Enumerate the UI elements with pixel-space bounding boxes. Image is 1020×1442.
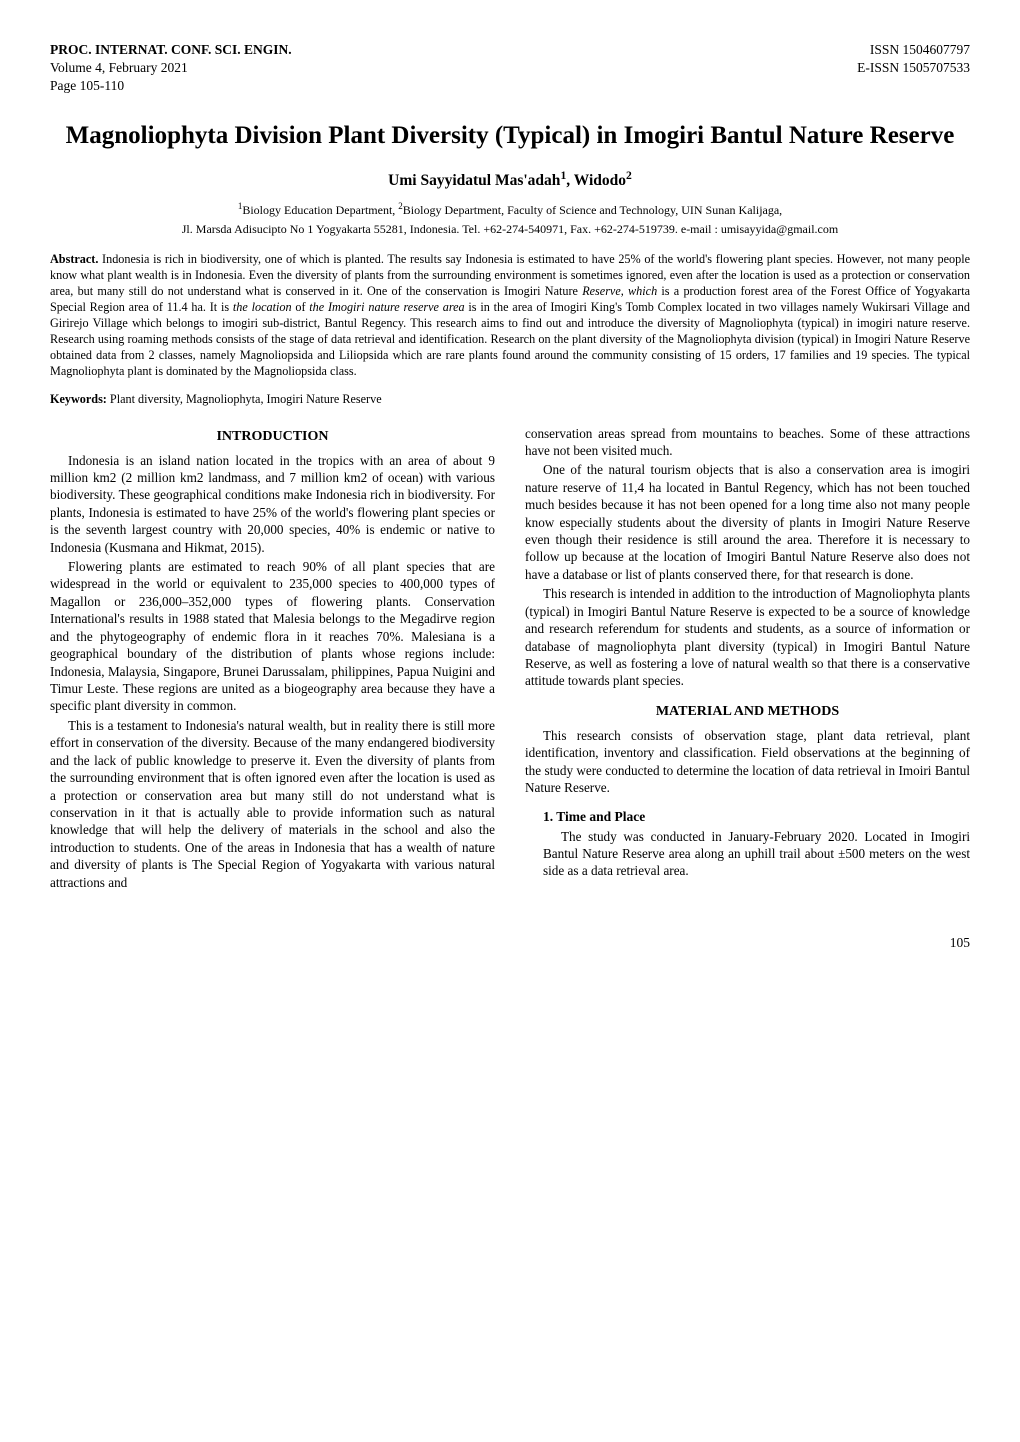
methods-paragraph-1: This research consists of observation st… — [525, 727, 970, 797]
affiliation-line-2: Jl. Marsda Adisucipto No 1 Yogyakarta 55… — [50, 221, 970, 237]
keywords: Keywords: Plant diversity, Magnoliophyta… — [50, 392, 970, 407]
right-column: conservation areas spread from mountains… — [525, 425, 970, 894]
intro-paragraph-1: Indonesia is an island nation located in… — [50, 452, 495, 557]
left-column: INTRODUCTION Indonesia is an island nati… — [50, 425, 495, 894]
introduction-heading: INTRODUCTION — [50, 429, 495, 445]
intro-paragraph-5: One of the natural tourism objects that … — [525, 461, 970, 583]
abstract-text: Indonesia is rich in biodiversity, one o… — [50, 252, 970, 379]
page-number: 105 — [50, 935, 970, 951]
two-column-body: INTRODUCTION Indonesia is an island nati… — [50, 425, 970, 894]
issn: ISSN 1504607797 — [870, 42, 970, 58]
paper-title: Magnoliophyta Division Plant Diversity (… — [50, 120, 970, 151]
eissn: E-ISSN 1505707533 — [857, 60, 970, 76]
abstract-label: Abstract. — [50, 252, 98, 266]
header-row-1: PROC. INTERNAT. CONF. SCI. ENGIN. ISSN 1… — [50, 42, 970, 58]
intro-paragraph-6: This research is intended in addition to… — [525, 585, 970, 690]
intro-paragraph-3: This is a testament to Indonesia's natur… — [50, 717, 495, 891]
time-place-paragraph: The study was conducted in January-Febru… — [543, 828, 970, 880]
authors: Umi Sayyidatul Mas'adah1, Widodo2 — [50, 169, 970, 190]
header-row-3: Page 105-110 — [50, 78, 970, 94]
page-range: Page 105-110 — [50, 78, 124, 94]
header-row-2: Volume 4, February 2021 E-ISSN 150570753… — [50, 60, 970, 76]
abstract: Abstract. Indonesia is rich in biodivers… — [50, 251, 970, 380]
volume-info: Volume 4, February 2021 — [50, 60, 188, 76]
keywords-text: Plant diversity, Magnoliophyta, Imogiri … — [107, 392, 382, 406]
journal-name: PROC. INTERNAT. CONF. SCI. ENGIN. — [50, 42, 292, 58]
affiliation-line-1: 1Biology Education Department, 2Biology … — [50, 200, 970, 218]
intro-paragraph-4: conservation areas spread from mountains… — [525, 425, 970, 460]
keywords-label: Keywords: — [50, 392, 107, 406]
intro-paragraph-2: Flowering plants are estimated to reach … — [50, 558, 495, 715]
methods-heading: MATERIAL AND METHODS — [525, 704, 970, 720]
time-place-heading: 1. Time and Place — [543, 809, 970, 825]
